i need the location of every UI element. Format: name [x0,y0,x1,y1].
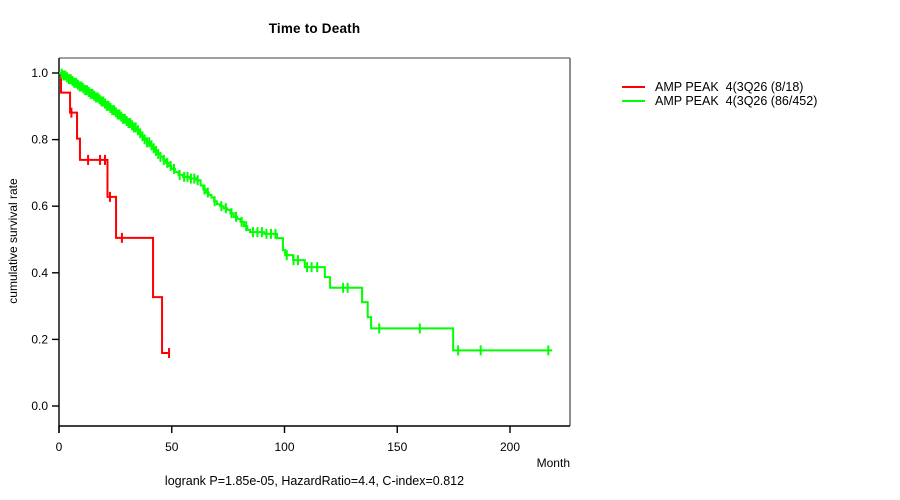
y-tick-label: 0.0 [31,399,48,413]
y-tick-label: 0.4 [31,266,48,280]
legend-label-group2: AMP PEAK 4(3Q26 (86/452) [655,94,818,108]
legend-row-group1: AMP PEAK 4(3Q26 (8/18) [622,80,817,94]
stats-footer: logrank P=1.85e-05, HazardRatio=4.4, C-i… [164,474,465,488]
x-tick-label: 50 [165,440,179,454]
y-tick-label: 0.2 [31,332,48,346]
y-tick-label: 0.8 [31,133,48,147]
km-curve-group2 [59,72,553,352]
legend: AMP PEAK 4(3Q26 (8/18) AMP PEAK 4(3Q26 (… [622,80,817,108]
x-tick-label: 100 [274,440,294,454]
y-tick-label: 0.6 [31,199,48,213]
x-tick-label: 150 [387,440,407,454]
legend-label-group1: AMP PEAK 4(3Q26 (8/18) [655,80,804,94]
legend-row-group2: AMP PEAK 4(3Q26 (86/452) [622,94,817,108]
x-axis-title: Month [536,456,570,470]
legend-line-swatch-red [622,86,645,88]
y-tick-label: 1.0 [31,66,48,80]
x-tick-label: 200 [500,440,520,454]
x-tick-label: 0 [56,440,63,454]
legend-line-swatch-green [622,100,645,102]
km-curve-group1 [59,72,170,355]
chart-title: Time to Death [268,21,361,36]
